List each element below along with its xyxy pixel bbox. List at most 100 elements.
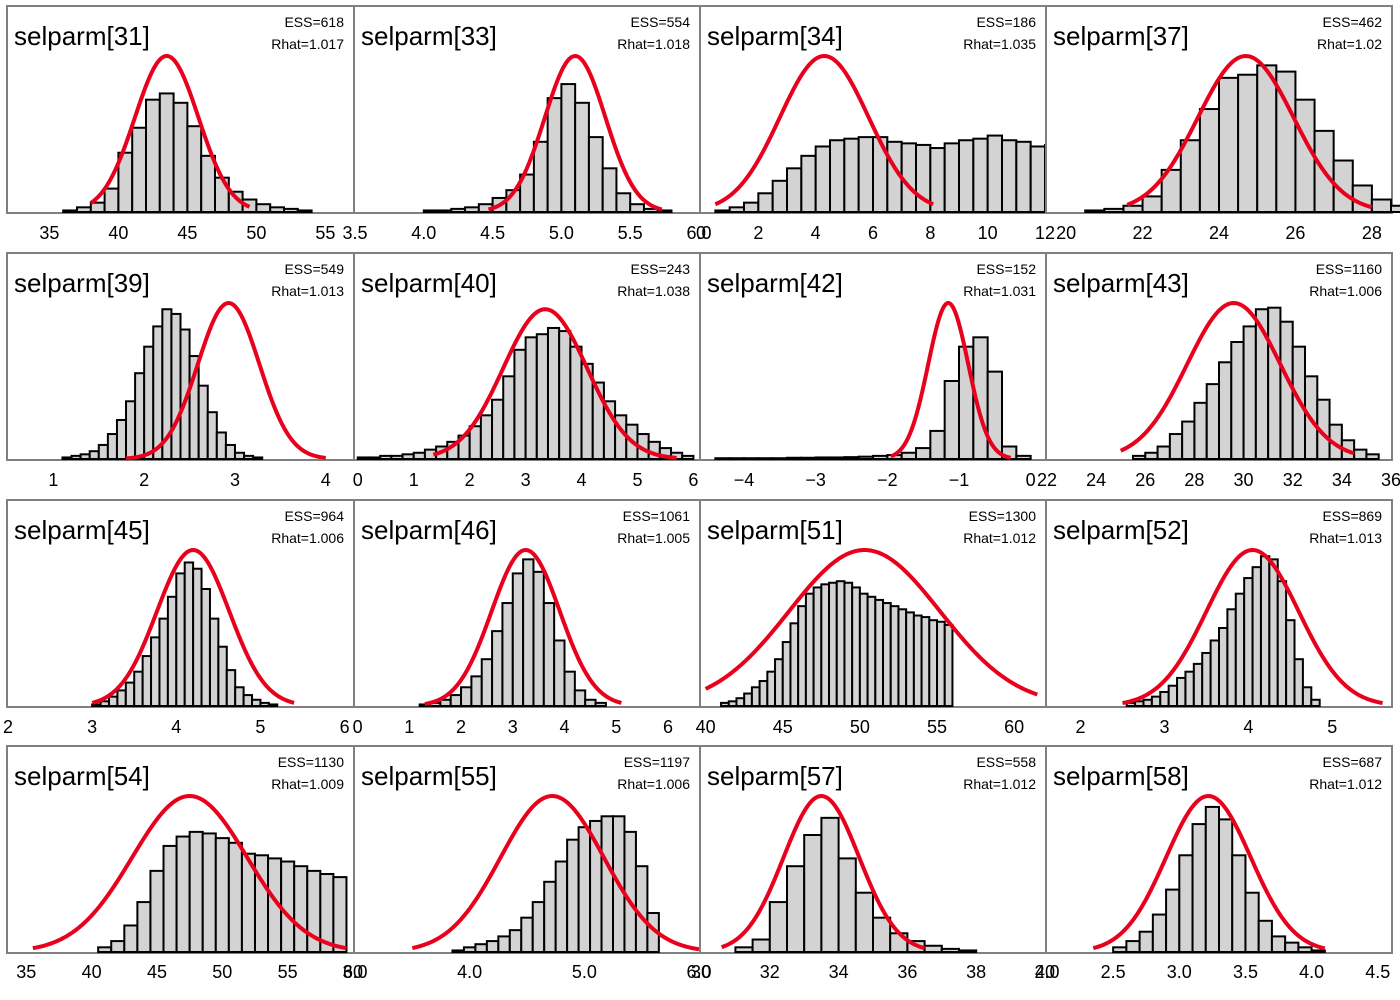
panel-title: selparm[42]: [707, 268, 843, 298]
x-tick-label: 3: [87, 717, 97, 737]
histogram-bar: [332, 876, 348, 953]
histogram-bar: [422, 209, 439, 214]
histogram-bar: [928, 619, 939, 708]
ess-label: ESS=549: [284, 261, 344, 277]
x-tick-label: 6: [868, 223, 878, 243]
histogram-bar: [757, 457, 774, 461]
histogram-bar: [201, 832, 217, 953]
x-tick-label: 3: [508, 717, 518, 737]
rhat-label: Rhat=1.017: [271, 36, 344, 52]
histogram-bar: [390, 454, 404, 461]
histogram-bar: [1276, 580, 1288, 708]
histogram-bar: [1125, 940, 1141, 954]
histogram-bar: [986, 134, 1004, 213]
x-tick-label: 40: [1035, 962, 1055, 982]
x-tick-label: 50: [212, 962, 232, 982]
panel-title: selparm[40]: [361, 268, 497, 298]
histogram-bar: [252, 456, 264, 461]
x-tick-label: 3.0: [342, 962, 367, 982]
histogram-bar: [1134, 700, 1145, 708]
histogram-bar: [283, 207, 299, 214]
histogram-bar: [857, 136, 875, 213]
panel-title: selparm[55]: [361, 761, 497, 791]
histogram-bar: [480, 658, 494, 708]
histogram-bar: [99, 700, 110, 708]
histogram-bar: [1310, 949, 1326, 954]
histogram-bar: [812, 586, 823, 707]
histogram-bar: [1176, 676, 1187, 707]
histogram-bar: [829, 456, 846, 461]
histogram-bar: [450, 207, 467, 214]
histogram-bar: [656, 209, 673, 214]
histogram-bar: [986, 370, 1004, 461]
x-tick-label: 5: [632, 470, 642, 490]
normal-fit-curve: [125, 301, 327, 461]
histogram-bar: [843, 456, 860, 460]
histogram-bar: [546, 326, 561, 460]
histogram-bar: [727, 700, 738, 708]
histogram-bar: [786, 456, 803, 461]
histogram-bar: [554, 860, 569, 954]
histogram-bar: [929, 429, 946, 461]
x-tick-label: 40: [82, 962, 102, 982]
x-tick-label: −3: [805, 470, 826, 490]
x-tick-label: 60: [343, 962, 363, 982]
x-tick-label: 0: [353, 470, 363, 490]
histogram-panel: selparm[40] ESS=243 Rhat=1.038 0 1 2 3 4 5 6: [353, 252, 701, 490]
x-tick-label: 3.5: [342, 223, 367, 243]
x-tick-label: 6.0: [686, 223, 711, 243]
histogram-bar: [872, 916, 892, 953]
histogram-bar: [1204, 805, 1221, 953]
histogram-panel: selparm[46] ESS=1061 Rhat=1.005 0 1 2 3 4 5 6: [353, 499, 701, 737]
x-tick-label: 10: [978, 223, 998, 243]
histogram-bar: [197, 384, 209, 460]
histogram-bar: [206, 411, 218, 461]
histogram-bar: [88, 450, 100, 461]
histogram-bar: [1259, 555, 1271, 707]
histogram-bar: [293, 865, 309, 954]
histogram-bar: [1244, 891, 1260, 953]
histogram-bar: [920, 616, 931, 708]
histogram-panel: selparm[51] ESS=1300 Rhat=1.012 40 45 50 55 60: [696, 499, 1047, 737]
histogram-bar: [1353, 448, 1368, 461]
histogram-bar: [743, 457, 760, 461]
histogram-bar: [786, 167, 803, 214]
histogram-bar: [143, 345, 155, 460]
histogram-bar: [1184, 670, 1195, 707]
histogram-panel: selparm[39] ESS=549 Rhat=1.013 1 2 3 4: [6, 252, 355, 490]
x-tick-label: 0: [353, 717, 363, 737]
x-tick-label: 22: [1133, 223, 1153, 243]
histogram-bar: [1226, 608, 1237, 708]
x-tick-label: 5: [611, 717, 621, 737]
histogram-bar: [460, 686, 473, 708]
x-tick-label: 26: [1135, 470, 1155, 490]
histogram-bar: [594, 701, 607, 708]
histogram-bar: [227, 841, 243, 953]
x-tick-label: 6.0: [686, 962, 711, 982]
histogram-bar: [508, 929, 523, 953]
histogram-bar: [1159, 690, 1170, 708]
histogram-bar: [750, 686, 761, 708]
histogram-bar: [1205, 383, 1220, 460]
normal-fit-curve: [424, 548, 622, 706]
histogram-bar: [462, 946, 477, 954]
x-tick-label: 20: [1056, 223, 1076, 243]
histogram-bar: [728, 206, 746, 214]
histogram-bar: [470, 675, 483, 707]
histogram-bar: [1237, 73, 1259, 213]
histogram-panel: selparm[58] ESS=687 Rhat=1.012 2.0 2.5 3.0 3.5…: [1034, 745, 1393, 982]
histogram-bar: [1218, 76, 1240, 213]
x-tick-label: 34: [829, 962, 849, 982]
histogram-bar: [468, 425, 482, 460]
histogram-bar: [743, 201, 760, 213]
x-tick-label: −4: [734, 470, 755, 490]
histogram-bar: [851, 586, 861, 707]
ess-label: ESS=964: [284, 508, 344, 524]
histogram-bar: [70, 454, 82, 461]
x-tick-label: 45: [773, 717, 793, 737]
histogram-bar: [141, 655, 153, 708]
histogram-panel: selparm[42] ESS=152 Rhat=1.031 −4 −3 −2 −1 0: [699, 252, 1047, 490]
normal-fit-curve: [1122, 548, 1383, 706]
panel-title: selparm[39]: [14, 268, 150, 298]
histogram-panel: selparm[54] ESS=1130 Rhat=1.009 35 40 45 50 55 6…: [6, 745, 363, 982]
